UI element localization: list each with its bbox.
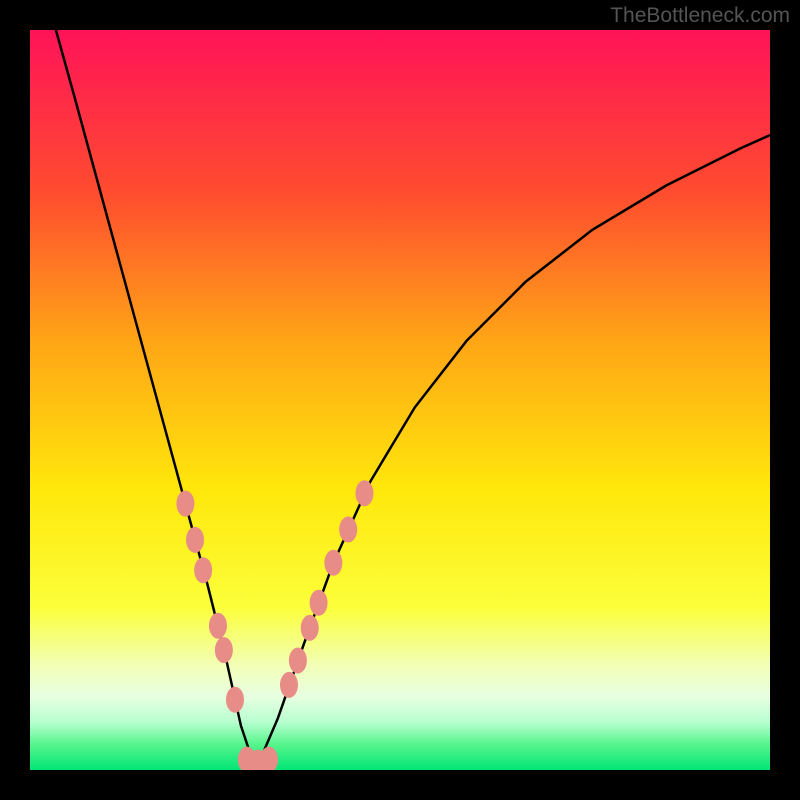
data-marker xyxy=(310,590,328,616)
data-marker xyxy=(339,517,357,543)
chart-frame: TheBottleneck.com xyxy=(0,0,800,800)
data-marker xyxy=(209,613,227,639)
gradient-background-rect xyxy=(30,30,770,770)
data-marker xyxy=(289,647,307,673)
data-marker xyxy=(215,637,233,663)
plot-area xyxy=(30,30,770,770)
data-marker xyxy=(176,491,194,517)
plot-svg xyxy=(30,30,770,770)
data-marker xyxy=(355,480,373,506)
data-marker xyxy=(324,550,342,576)
data-marker xyxy=(226,687,244,713)
data-marker xyxy=(186,527,204,553)
data-marker xyxy=(280,672,298,698)
data-marker xyxy=(194,557,212,583)
watermark-text: TheBottleneck.com xyxy=(610,4,790,28)
data-marker xyxy=(301,615,319,641)
